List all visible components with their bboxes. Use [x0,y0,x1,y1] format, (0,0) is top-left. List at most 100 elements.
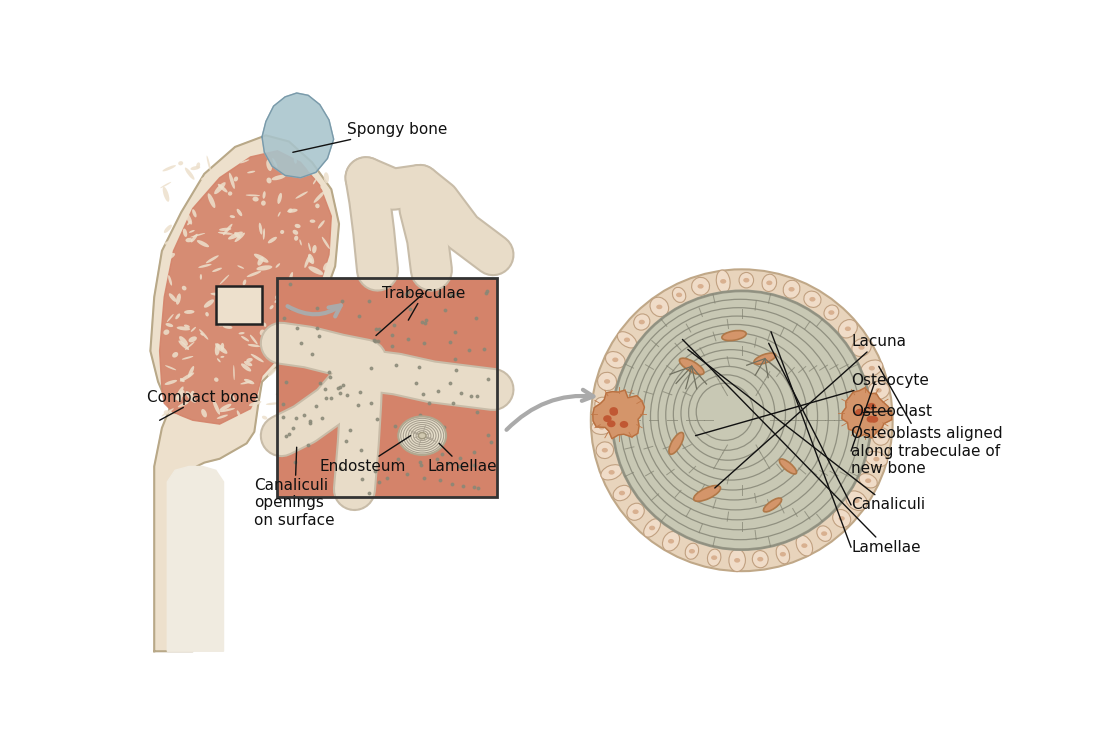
Ellipse shape [613,485,631,501]
Ellipse shape [609,470,614,475]
Ellipse shape [767,281,772,285]
Ellipse shape [685,543,698,559]
Ellipse shape [323,172,329,184]
Ellipse shape [184,325,190,328]
Ellipse shape [190,391,195,395]
Ellipse shape [288,209,298,212]
Ellipse shape [322,375,328,380]
Ellipse shape [241,363,251,372]
Ellipse shape [246,271,261,277]
Ellipse shape [215,343,219,356]
Ellipse shape [612,291,871,550]
Ellipse shape [236,209,243,216]
Ellipse shape [871,406,892,420]
Ellipse shape [234,177,238,181]
Polygon shape [593,390,645,438]
Ellipse shape [873,457,880,461]
Ellipse shape [218,232,233,235]
Ellipse shape [711,555,717,560]
Text: Lamellae: Lamellae [683,340,921,555]
Ellipse shape [780,552,786,557]
Ellipse shape [178,161,184,166]
Ellipse shape [605,351,626,368]
Ellipse shape [233,365,235,380]
Ellipse shape [673,288,686,302]
Ellipse shape [595,398,610,411]
Ellipse shape [246,309,252,317]
Polygon shape [295,283,342,366]
Ellipse shape [289,272,293,282]
Ellipse shape [846,491,867,510]
Ellipse shape [603,415,612,422]
Ellipse shape [294,224,301,228]
Ellipse shape [875,388,882,392]
Ellipse shape [164,380,177,385]
Ellipse shape [599,425,605,429]
Ellipse shape [164,241,170,244]
Ellipse shape [248,401,262,406]
Ellipse shape [598,372,617,391]
Ellipse shape [180,372,195,382]
Ellipse shape [868,366,875,371]
Ellipse shape [309,258,312,263]
Ellipse shape [627,503,645,520]
Ellipse shape [809,297,816,302]
Ellipse shape [252,305,258,311]
Text: Osteoblasts aligned
along trabeculae of
new bone: Osteoblasts aligned along trabeculae of … [852,366,1003,476]
Ellipse shape [632,510,639,514]
Ellipse shape [692,277,709,295]
Polygon shape [160,151,331,424]
Ellipse shape [257,257,264,265]
Ellipse shape [758,557,763,562]
Ellipse shape [320,185,329,191]
Ellipse shape [205,312,209,317]
Ellipse shape [610,409,618,416]
Ellipse shape [721,279,726,284]
Polygon shape [262,93,333,178]
Ellipse shape [162,165,176,172]
Ellipse shape [310,370,321,382]
Ellipse shape [213,400,220,415]
Ellipse shape [865,452,887,467]
Ellipse shape [291,363,295,367]
Ellipse shape [752,551,769,568]
Ellipse shape [228,232,243,239]
Ellipse shape [220,343,224,351]
Ellipse shape [308,243,311,251]
Ellipse shape [278,193,282,204]
Ellipse shape [313,191,325,203]
Ellipse shape [668,539,674,544]
Ellipse shape [300,239,302,245]
Ellipse shape [322,237,330,249]
Text: Osteocyte: Osteocyte [696,373,929,435]
Ellipse shape [160,182,171,188]
Ellipse shape [275,263,280,267]
Ellipse shape [734,558,741,562]
Ellipse shape [244,361,252,366]
Ellipse shape [260,330,265,336]
Ellipse shape [600,402,605,406]
Ellipse shape [275,390,285,395]
Ellipse shape [281,359,285,362]
Ellipse shape [865,478,872,483]
Ellipse shape [293,390,299,396]
Ellipse shape [304,254,311,268]
Text: Trabeculae: Trabeculae [382,286,466,320]
Ellipse shape [868,381,890,400]
Ellipse shape [606,421,615,427]
Ellipse shape [184,310,195,314]
Ellipse shape [181,286,187,291]
Ellipse shape [219,275,229,285]
Ellipse shape [796,535,812,556]
Ellipse shape [278,212,281,217]
Ellipse shape [192,210,197,218]
Ellipse shape [198,264,211,268]
Ellipse shape [256,265,272,270]
Ellipse shape [398,416,446,455]
Ellipse shape [166,323,173,327]
Ellipse shape [187,221,191,225]
Ellipse shape [163,224,172,233]
Ellipse shape [237,410,242,420]
Ellipse shape [185,167,195,180]
Ellipse shape [722,331,746,340]
